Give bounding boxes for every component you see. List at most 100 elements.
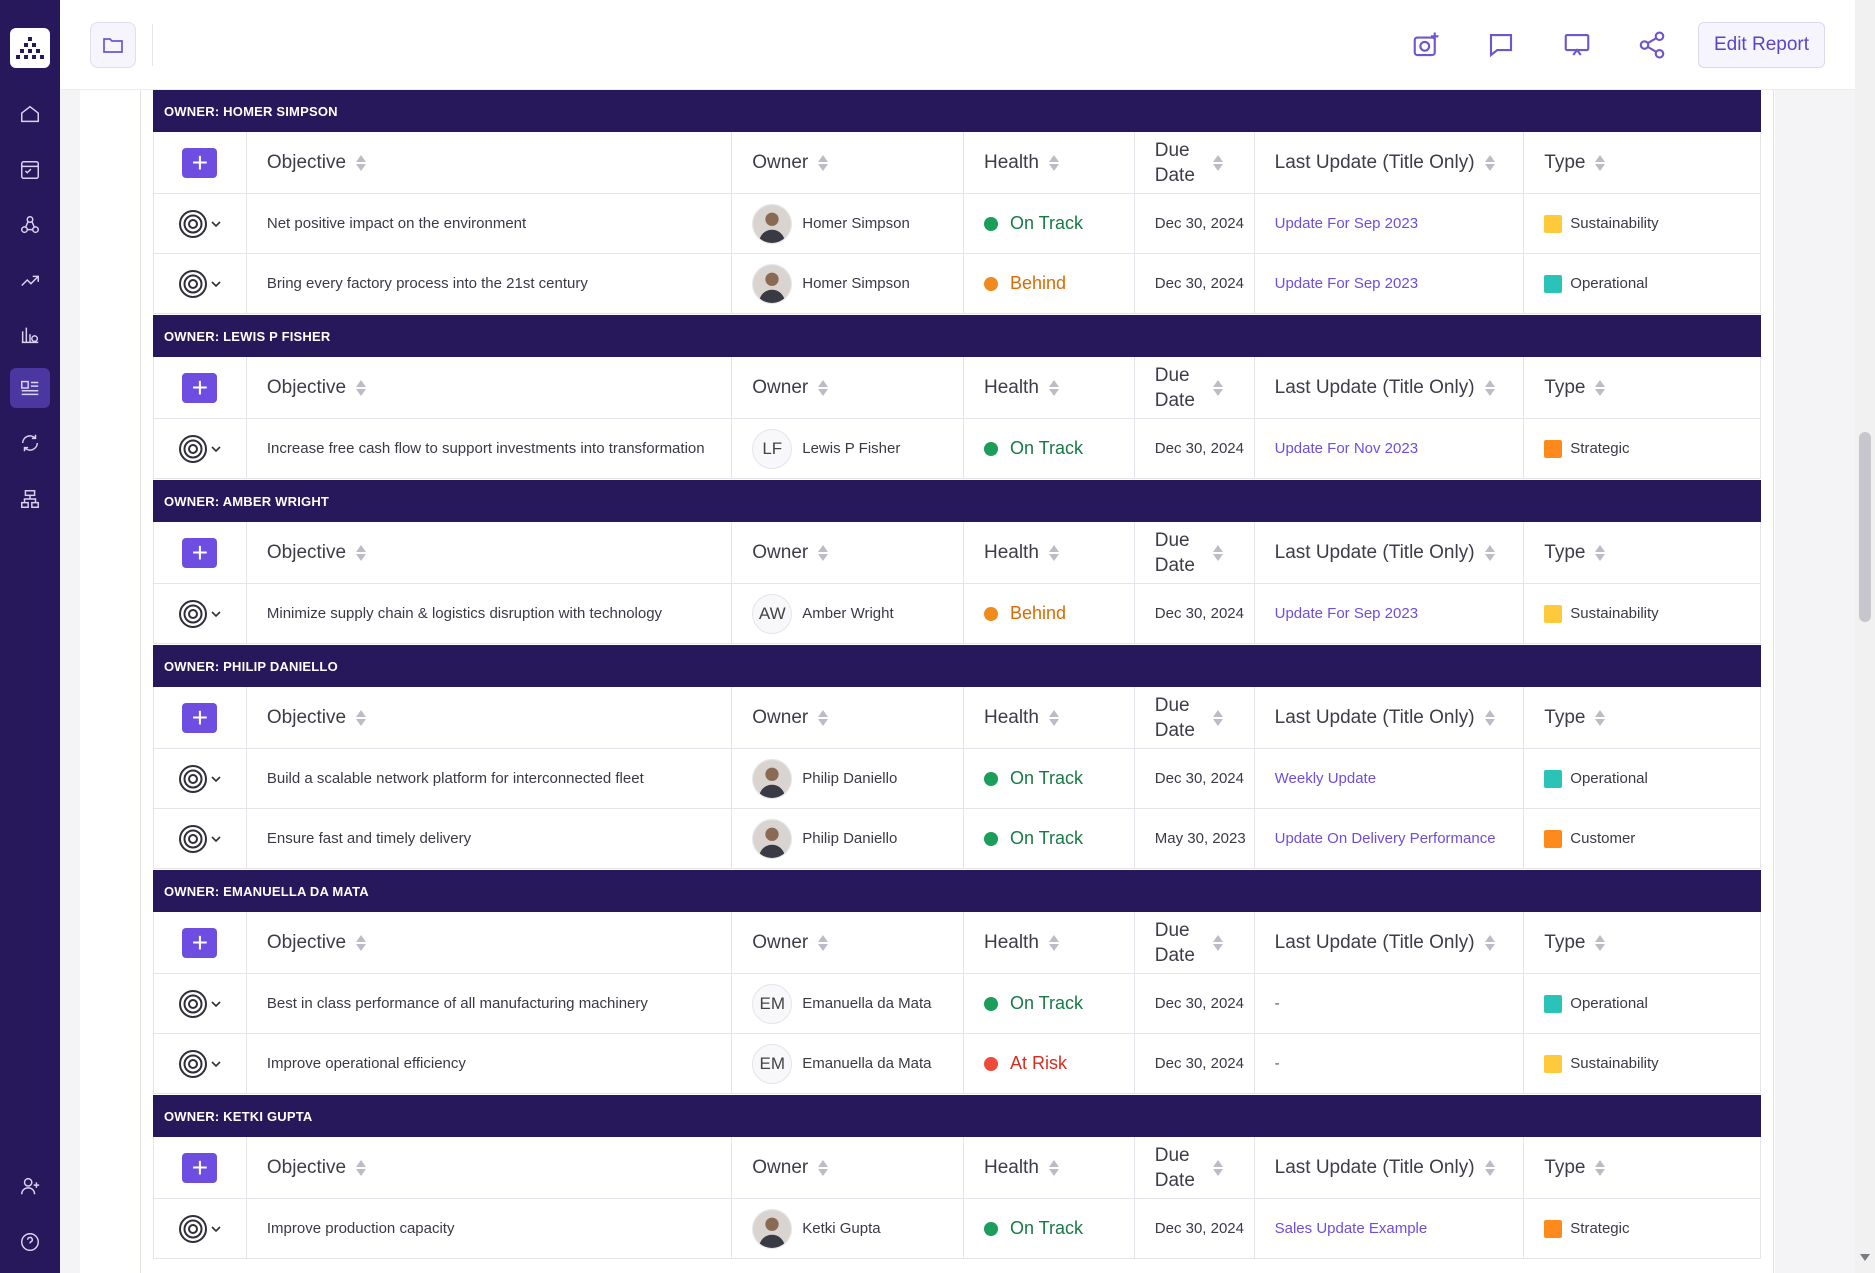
sort-icon[interactable] <box>818 544 829 562</box>
sort-icon[interactable] <box>356 154 367 172</box>
sort-icon[interactable] <box>1212 544 1223 562</box>
nav-sync[interactable] <box>10 423 50 463</box>
owner-cell[interactable]: EM Emanuella da Mata <box>732 974 964 1033</box>
objective-menu-toggle[interactable] <box>178 434 222 464</box>
objective-menu-toggle[interactable] <box>178 269 222 299</box>
nav-network[interactable] <box>10 205 50 245</box>
sort-icon[interactable] <box>818 379 829 397</box>
col-last-update[interactable]: Last Update (Title Only) <box>1255 522 1525 583</box>
sort-icon[interactable] <box>1212 1159 1223 1177</box>
last-update-link[interactable]: Update On Delivery Performance <box>1274 830 1496 847</box>
owner-cell[interactable]: Philip Daniello <box>732 809 964 868</box>
objective-menu-toggle[interactable] <box>178 1214 222 1244</box>
sort-icon[interactable] <box>1595 934 1606 952</box>
col-objective[interactable]: Objective <box>247 522 733 583</box>
col-owner[interactable]: Owner <box>732 522 964 583</box>
col-health[interactable]: Health <box>964 687 1135 748</box>
col-objective[interactable]: Objective <box>247 687 733 748</box>
objective-cell[interactable]: Ensure fast and timely delivery <box>247 809 733 868</box>
sort-icon[interactable] <box>356 709 367 727</box>
sort-icon[interactable] <box>818 934 829 952</box>
sort-icon[interactable] <box>1484 709 1495 727</box>
table-row[interactable]: Ensure fast and timely delivery Philip D… <box>153 809 1761 869</box>
col-due-date[interactable]: Due Date <box>1135 912 1255 973</box>
sort-icon[interactable] <box>1484 379 1495 397</box>
owner-cell[interactable]: AW Amber Wright <box>732 584 964 643</box>
objective-menu-toggle[interactable] <box>178 989 222 1019</box>
sort-icon[interactable] <box>1595 709 1606 727</box>
sort-icon[interactable] <box>356 1159 367 1177</box>
objective-cell[interactable]: Increase free cash flow to support inves… <box>247 419 733 478</box>
col-objective[interactable]: Objective <box>247 357 733 418</box>
sort-icon[interactable] <box>1048 544 1059 562</box>
objective-title[interactable]: Bring every factory process into the 21s… <box>266 275 588 292</box>
add-objective-button[interactable]: + <box>182 147 218 178</box>
col-type[interactable]: Type <box>1524 912 1760 973</box>
objective-menu-toggle[interactable] <box>178 1049 222 1079</box>
sort-icon[interactable] <box>356 934 367 952</box>
sort-icon[interactable] <box>1212 934 1223 952</box>
sort-icon[interactable] <box>1484 154 1495 172</box>
objective-cell[interactable]: Best in class performance of all manufac… <box>247 974 733 1033</box>
sort-icon[interactable] <box>1048 154 1059 172</box>
app-logo[interactable] <box>10 28 50 68</box>
table-row[interactable]: Net positive impact on the environment H… <box>153 194 1761 254</box>
col-last-update[interactable]: Last Update (Title Only) <box>1255 132 1525 193</box>
last-update-link[interactable]: Update For Sep 2023 <box>1274 215 1419 232</box>
col-owner[interactable]: Owner <box>732 912 964 973</box>
folder-button[interactable] <box>90 22 136 68</box>
col-last-update[interactable]: Last Update (Title Only) <box>1255 357 1525 418</box>
col-type[interactable]: Type <box>1524 357 1760 418</box>
table-row[interactable]: Bring every factory process into the 21s… <box>153 254 1761 314</box>
comment-button[interactable] <box>1480 24 1522 66</box>
col-objective[interactable]: Objective <box>247 912 733 973</box>
sort-icon[interactable] <box>1048 709 1059 727</box>
col-type[interactable]: Type <box>1524 687 1760 748</box>
nav-home[interactable] <box>10 94 50 134</box>
edit-report-button[interactable]: Edit Report <box>1698 22 1825 68</box>
owner-cell[interactable]: Philip Daniello <box>732 749 964 808</box>
col-objective[interactable]: Objective <box>247 132 733 193</box>
sort-icon[interactable] <box>818 709 829 727</box>
sort-icon[interactable] <box>1595 544 1606 562</box>
col-type[interactable]: Type <box>1524 132 1760 193</box>
sort-icon[interactable] <box>356 544 367 562</box>
col-due-date[interactable]: Due Date <box>1135 132 1255 193</box>
scrollbar-thumb[interactable] <box>1859 432 1871 622</box>
col-owner[interactable]: Owner <box>732 132 964 193</box>
sort-icon[interactable] <box>1212 154 1223 172</box>
owner-cell[interactable]: Ketki Gupta <box>732 1199 964 1258</box>
col-owner[interactable]: Owner <box>732 687 964 748</box>
add-objective-button[interactable]: + <box>182 702 218 733</box>
objective-cell[interactable]: Build a scalable network platform for in… <box>247 749 733 808</box>
col-due-date[interactable]: Due Date <box>1135 357 1255 418</box>
objective-title[interactable]: Best in class performance of all manufac… <box>266 995 648 1012</box>
objective-title[interactable]: Improve production capacity <box>266 1220 455 1237</box>
col-last-update[interactable]: Last Update (Title Only) <box>1255 687 1525 748</box>
owner-cell[interactable]: LF Lewis P Fisher <box>732 419 964 478</box>
col-due-date[interactable]: Due Date <box>1135 687 1255 748</box>
objective-cell[interactable]: Improve operational efficiency <box>247 1034 733 1093</box>
nav-org-chart[interactable] <box>10 479 50 519</box>
objective-cell[interactable]: Bring every factory process into the 21s… <box>247 254 733 313</box>
present-button[interactable] <box>1556 24 1598 66</box>
col-objective[interactable]: Objective <box>247 1137 733 1198</box>
col-last-update[interactable]: Last Update (Title Only) <box>1255 1137 1525 1198</box>
nav-analytics[interactable] <box>10 315 50 355</box>
col-type[interactable]: Type <box>1524 1137 1760 1198</box>
sort-icon[interactable] <box>1212 379 1223 397</box>
objective-title[interactable]: Ensure fast and timely delivery <box>266 830 472 847</box>
table-row[interactable]: Minimize supply chain & logistics disrup… <box>153 584 1761 644</box>
share-button[interactable] <box>1631 24 1673 66</box>
objective-menu-toggle[interactable] <box>178 599 222 629</box>
sort-icon[interactable] <box>1595 1159 1606 1177</box>
last-update-link[interactable]: Weekly Update <box>1274 770 1377 787</box>
sort-icon[interactable] <box>818 1159 829 1177</box>
col-due-date[interactable]: Due Date <box>1135 522 1255 583</box>
objective-cell[interactable]: Improve production capacity <box>247 1199 733 1258</box>
objective-menu-toggle[interactable] <box>178 209 222 239</box>
table-row[interactable]: Improve production capacity Ketki Gupta … <box>153 1199 1761 1259</box>
sort-icon[interactable] <box>818 154 829 172</box>
owner-cell[interactable]: Homer Simpson <box>732 254 964 313</box>
nav-add-user[interactable] <box>10 1166 50 1206</box>
